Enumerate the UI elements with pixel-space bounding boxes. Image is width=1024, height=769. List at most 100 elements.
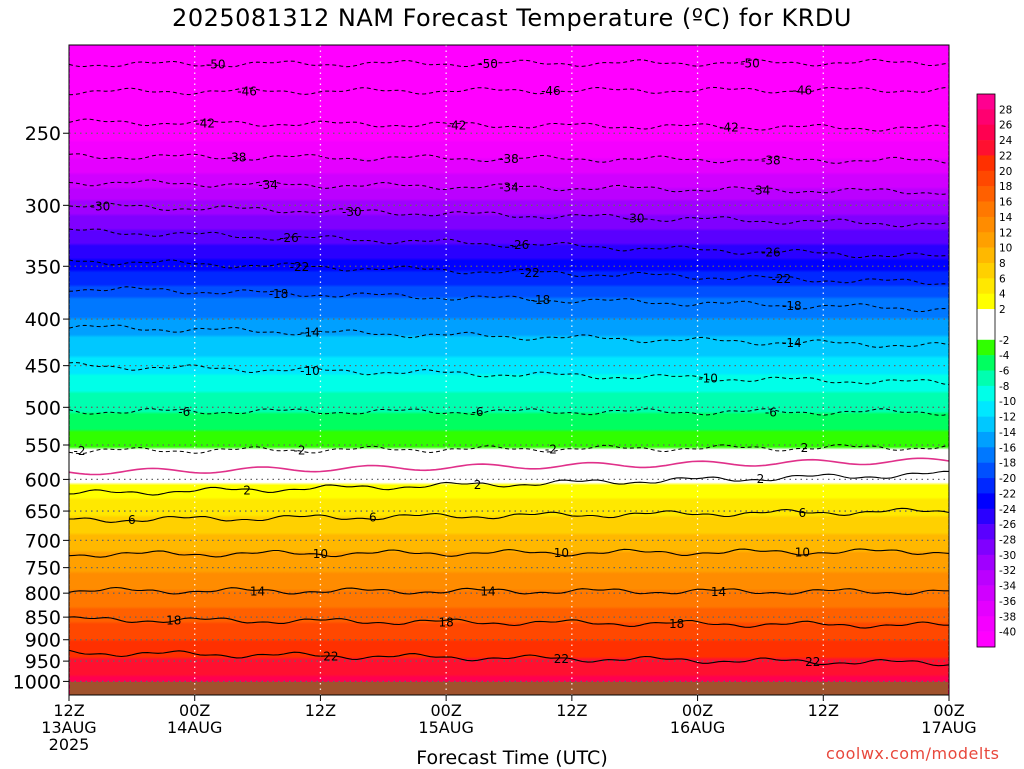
x-tick-label: 00Z bbox=[682, 701, 713, 720]
y-tick-label: 700 bbox=[25, 530, 61, 552]
contour-label: -10 bbox=[698, 372, 718, 386]
contour-label: -26 bbox=[510, 238, 530, 252]
x-tick-label: 00Z bbox=[430, 701, 461, 720]
colorbar-label: -40 bbox=[999, 627, 1016, 639]
colorbar-label: 26 bbox=[999, 120, 1013, 132]
contour-label: -46 bbox=[237, 85, 257, 99]
ground-fill bbox=[70, 681, 948, 695]
x-tick-label: 00Z bbox=[933, 701, 964, 720]
contour-label: -2 bbox=[545, 442, 557, 456]
contour-line bbox=[69, 470, 949, 496]
contour-line bbox=[69, 202, 949, 228]
colorbar-cell bbox=[977, 355, 995, 371]
colorbar-cell bbox=[977, 216, 995, 233]
contour-label: -2 bbox=[796, 441, 808, 455]
contour-label: -38 bbox=[499, 152, 519, 166]
contour-line bbox=[69, 58, 949, 68]
colorbar-cell bbox=[977, 324, 995, 341]
colorbar-cell bbox=[977, 385, 995, 402]
contour-label: -18 bbox=[782, 299, 802, 313]
colorbar-cell bbox=[977, 262, 995, 279]
colorbar-label: 16 bbox=[999, 197, 1013, 209]
x-tick-label: 12Z bbox=[305, 701, 336, 720]
colorbar-label: 14 bbox=[999, 212, 1013, 224]
contour-label: -14 bbox=[782, 336, 802, 350]
x-tick-label: 2025 bbox=[49, 735, 90, 754]
plot-frame bbox=[68, 44, 950, 696]
colorbar-label: -12 bbox=[999, 412, 1016, 424]
chart-title: 2025081312 NAM Forecast Temperature (ºC)… bbox=[172, 4, 852, 32]
contour-label: 14 bbox=[480, 585, 495, 599]
contour-label: -50 bbox=[740, 56, 760, 70]
contour-label: -18 bbox=[531, 293, 551, 307]
contour-label: -2 bbox=[73, 444, 85, 458]
contour-label: -22 bbox=[520, 266, 540, 280]
x-tick-label: 14AUG bbox=[167, 718, 222, 737]
y-tick-label: 500 bbox=[25, 397, 61, 419]
x-tick-label: 00Z bbox=[179, 701, 210, 720]
colorbar-cell bbox=[977, 109, 995, 126]
contour-label: -50 bbox=[478, 57, 498, 71]
colorbar-cell bbox=[977, 247, 995, 264]
colorbar-cell bbox=[977, 478, 995, 494]
colorbar: 28 26 24 22 20 18 16 14 12 10 8 6 4 2 -2 -4 -6 -8 -10 -12 -1… bbox=[976, 93, 1016, 648]
colorbar-label: 28 bbox=[999, 104, 1012, 116]
colorbar-cell bbox=[977, 278, 995, 294]
colorbar-cell bbox=[977, 339, 995, 356]
contour-label: 14 bbox=[711, 585, 726, 599]
x-axis-label: Forecast Time (UTC) bbox=[416, 747, 608, 769]
colorbar-label: -2 bbox=[999, 335, 1009, 347]
colorbar-cell bbox=[977, 508, 995, 525]
temperature-field-fill bbox=[69, 45, 949, 695]
colorbar-cell bbox=[977, 493, 995, 510]
colorbar-label: -8 bbox=[999, 381, 1009, 393]
colorbar-label: -30 bbox=[999, 550, 1016, 562]
contour-label: 10 bbox=[795, 545, 810, 559]
y-tick-label: 600 bbox=[25, 469, 61, 491]
colorbar-label: 24 bbox=[999, 135, 1013, 147]
y-tick-label: 850 bbox=[25, 607, 61, 629]
y-tick-label: 450 bbox=[25, 356, 61, 378]
contour-line bbox=[69, 259, 949, 285]
contour-label: 14 bbox=[250, 584, 265, 598]
colorbar-cell bbox=[977, 416, 995, 433]
contour-line bbox=[69, 361, 949, 386]
x-tick-label: 17AUG bbox=[921, 718, 976, 737]
x-tick-label: 16AUG bbox=[670, 718, 725, 737]
contour-label: -30 bbox=[342, 205, 362, 219]
isotherm-contours bbox=[69, 58, 949, 667]
colorbar-label: 22 bbox=[999, 150, 1012, 162]
contour-line bbox=[69, 444, 949, 455]
contour-label: -34 bbox=[258, 178, 278, 192]
y-tick-label: 750 bbox=[25, 558, 61, 580]
contour-label: 2 bbox=[243, 483, 251, 497]
contour-label: 10 bbox=[554, 546, 569, 560]
contour-label: -30 bbox=[625, 211, 645, 225]
contour-label: 2 bbox=[474, 478, 482, 492]
colorbar-label: 10 bbox=[999, 243, 1012, 255]
colorbar-cell bbox=[977, 524, 995, 540]
colorbar-cell bbox=[977, 201, 995, 218]
x-tick-label: 15AUG bbox=[418, 718, 473, 737]
contour-label: 2 bbox=[757, 472, 765, 486]
contour-label: 6 bbox=[128, 513, 136, 527]
colorbar-label: -32 bbox=[999, 565, 1016, 577]
colorbar-cell bbox=[977, 554, 995, 571]
colorbar-label: 4 bbox=[999, 289, 1006, 301]
x-tick-label: 12Z bbox=[556, 701, 587, 720]
contour-line bbox=[69, 324, 949, 348]
y-axis: 2503003504004505005506006507007508008509… bbox=[13, 123, 69, 693]
temperature-field bbox=[69, 45, 949, 695]
contour-line bbox=[69, 616, 949, 629]
contour-label: 6 bbox=[369, 510, 377, 524]
contour-label: -14 bbox=[300, 326, 320, 340]
colorbar-label: -36 bbox=[999, 596, 1016, 608]
contour-label: -42 bbox=[195, 117, 215, 131]
colorbar-label: -22 bbox=[999, 488, 1016, 500]
colorbar-label: -18 bbox=[999, 458, 1016, 470]
colorbar-label: -10 bbox=[999, 396, 1016, 408]
contour-line bbox=[69, 586, 949, 596]
contour-label: -34 bbox=[499, 181, 519, 195]
contour-label: -46 bbox=[541, 84, 561, 98]
